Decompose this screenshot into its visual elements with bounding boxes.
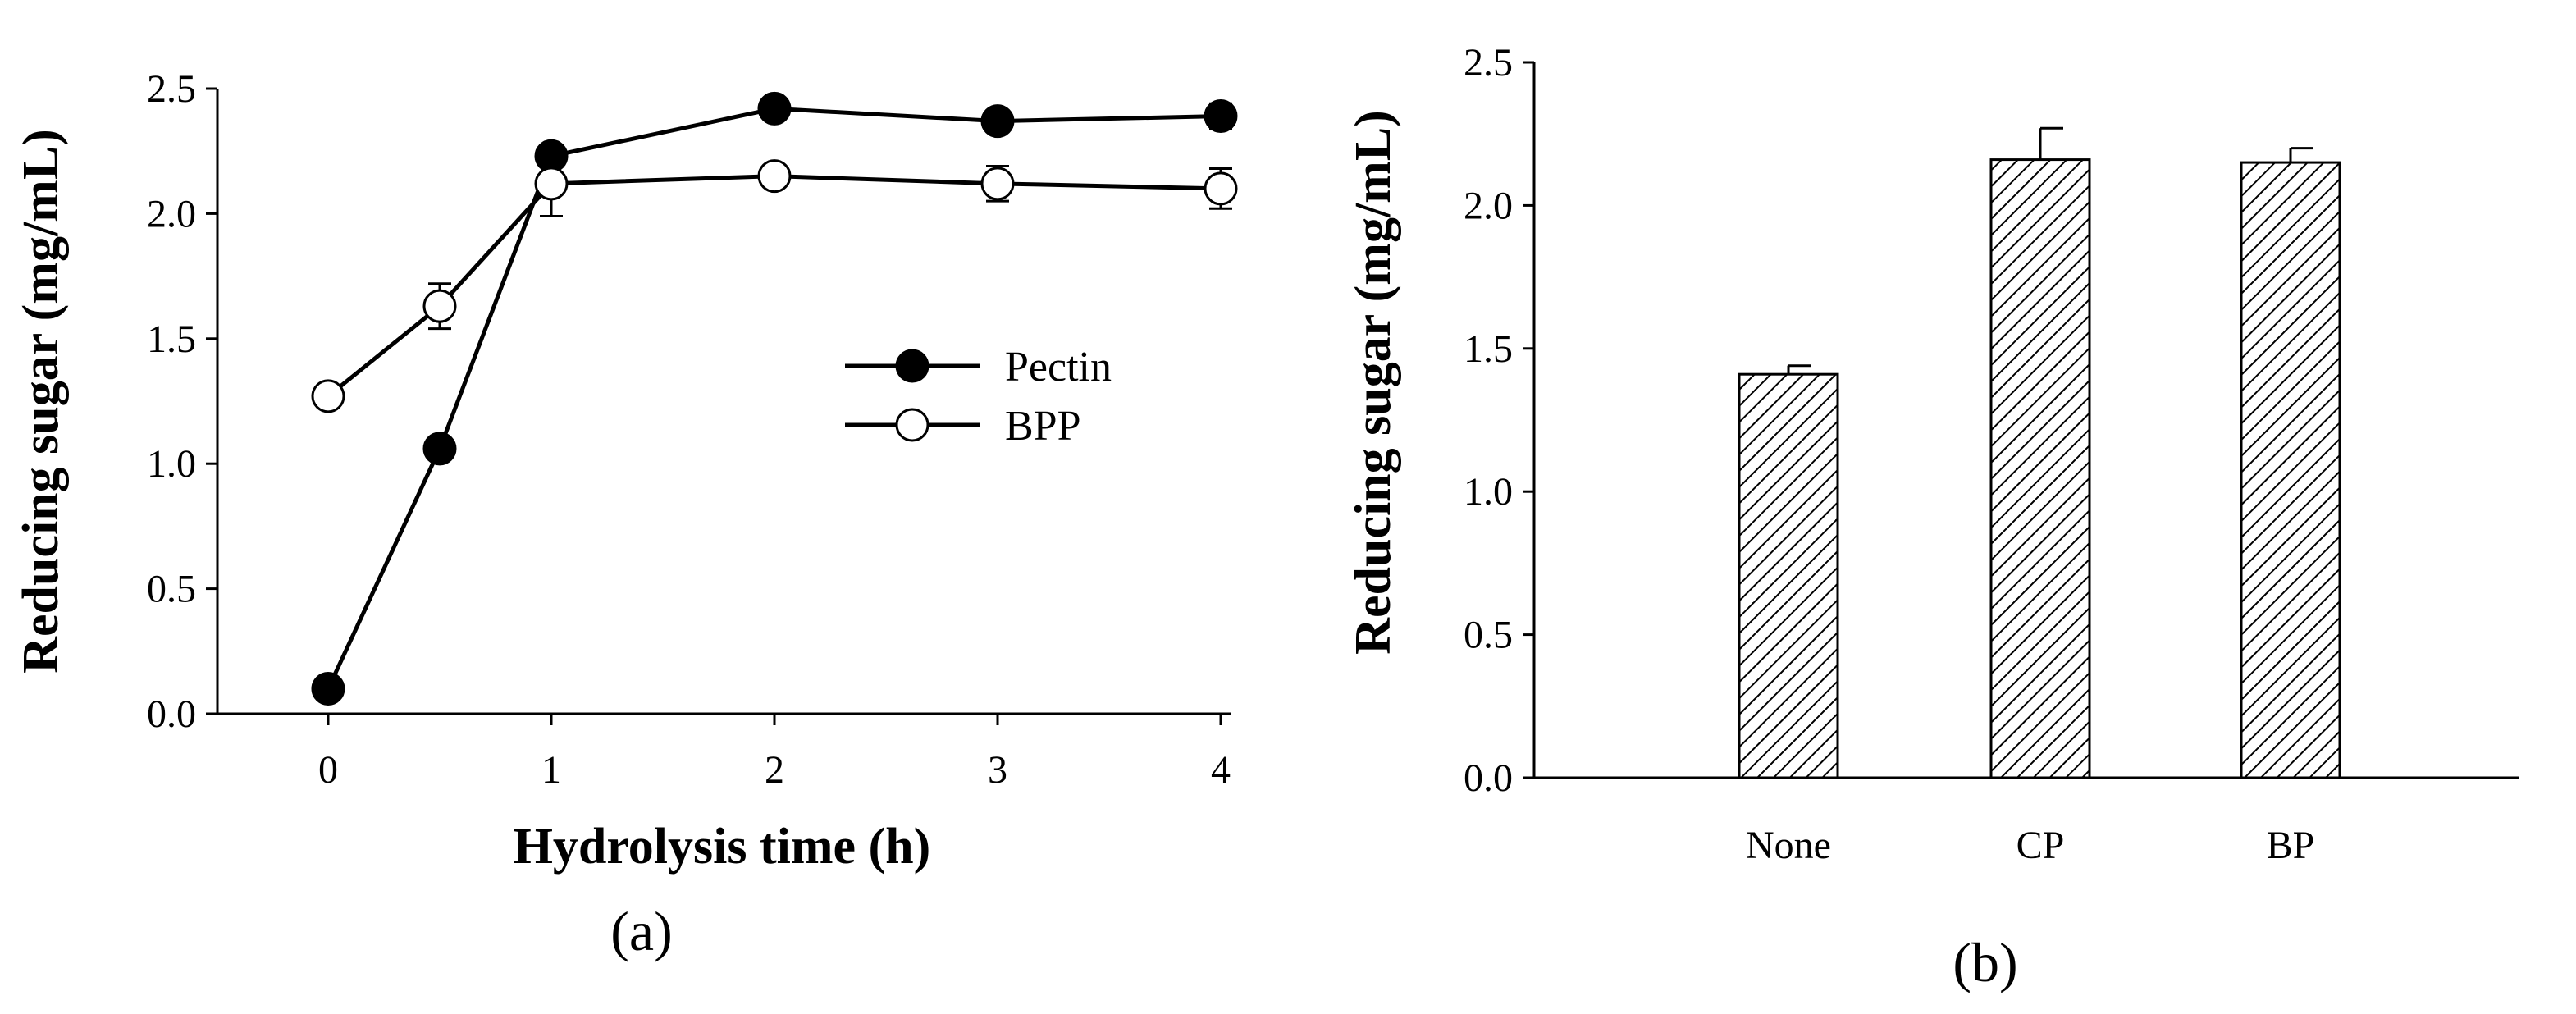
data-point-pectin bbox=[757, 91, 792, 126]
panel-a-x-tick-label: 3 bbox=[988, 748, 1007, 792]
panel-a-x-tick-label: 0 bbox=[318, 748, 338, 792]
panel-b-y-axis-title: Reducing sugar (mg/mL) bbox=[1345, 110, 1401, 655]
data-point-pectin bbox=[422, 432, 457, 466]
panel-a-x-ticks: 0 1 2 3 4 bbox=[318, 714, 1231, 792]
panel-a-y-tick-label: 1.0 bbox=[147, 442, 196, 486]
data-point-bpp bbox=[1204, 171, 1238, 206]
legend-pectin-marker bbox=[895, 349, 929, 383]
data-point-pectin bbox=[311, 672, 345, 706]
panel-b-bars: None CP BP bbox=[1738, 126, 2341, 867]
bar-bp bbox=[2240, 161, 2341, 779]
data-point-bpp bbox=[980, 167, 1015, 201]
panel-b-y-tick-label: 2.5 bbox=[1464, 41, 1513, 84]
panel-b-y-ticks: 0.0 0.5 1.0 1.5 2.0 2.5 bbox=[1464, 41, 1534, 800]
series-line-pectin bbox=[326, 106, 1222, 690]
data-point-bpp bbox=[534, 167, 569, 201]
legend-pectin-label: Pectin bbox=[1005, 344, 1112, 391]
data-point-bpp bbox=[422, 289, 457, 323]
panel-a-legend: Pectin BPP bbox=[845, 344, 1112, 450]
bar-none bbox=[1738, 372, 1839, 779]
panel-a-y-axis-title: Reducing sugar (mg/mL) bbox=[13, 129, 69, 674]
panel-a-series bbox=[311, 91, 1238, 706]
panel-a-x-tick-label: 4 bbox=[1211, 748, 1231, 792]
panel-a-label: (a) bbox=[610, 900, 672, 962]
panel-b-y-tick-label: 0.0 bbox=[1464, 756, 1513, 800]
legend-bpp-label: BPP bbox=[1005, 403, 1081, 450]
category-label-bp: BP bbox=[2267, 824, 2315, 867]
panel-b-y-tick-label: 1.0 bbox=[1464, 470, 1513, 514]
panel-a-x-tick-label: 1 bbox=[541, 748, 561, 792]
panel-a-y-tick-label: 0.0 bbox=[147, 692, 196, 736]
panel-a-y-tick-label: 0.5 bbox=[147, 568, 196, 611]
bar-cp bbox=[1989, 158, 2091, 779]
data-point-pectin bbox=[980, 104, 1015, 139]
series-line-bpp bbox=[327, 174, 1222, 398]
category-label-cp: CP bbox=[2016, 824, 2065, 867]
data-point-pectin bbox=[1204, 99, 1238, 134]
panel-b-chart: 0.0 0.5 1.0 1.5 2.0 2.5 None CP BP Reducing sug… bbox=[1345, 41, 2519, 993]
panel-a-y-tick-label: 2.0 bbox=[147, 192, 196, 235]
panel-a-axes bbox=[216, 89, 1231, 715]
data-point-bpp bbox=[311, 379, 345, 413]
panel-a-y-ticks: 0.0 0.5 1.0 1.5 2.0 2.5 bbox=[147, 67, 217, 736]
panel-b-y-tick-label: 1.5 bbox=[1464, 327, 1513, 371]
panel-a-x-axis-title: Hydrolysis time (h) bbox=[514, 819, 931, 875]
legend-bpp-marker bbox=[895, 408, 929, 442]
category-label-none: None bbox=[1746, 824, 1831, 867]
panel-b-label: (b) bbox=[1953, 931, 2017, 993]
panel-a-x-tick-label: 2 bbox=[765, 748, 784, 792]
panel-b-y-tick-label: 2.0 bbox=[1464, 184, 1513, 227]
panel-a-y-tick-label: 2.5 bbox=[147, 67, 196, 111]
data-point-bpp bbox=[757, 159, 792, 194]
panel-b-y-tick-label: 0.5 bbox=[1464, 614, 1513, 657]
panel-a-y-tick-label: 1.5 bbox=[147, 317, 196, 361]
panel-a-chart: 0.0 0.5 1.0 1.5 2.0 2.5 0 1 2 3 4 Reducing sugar … bbox=[13, 67, 1238, 962]
